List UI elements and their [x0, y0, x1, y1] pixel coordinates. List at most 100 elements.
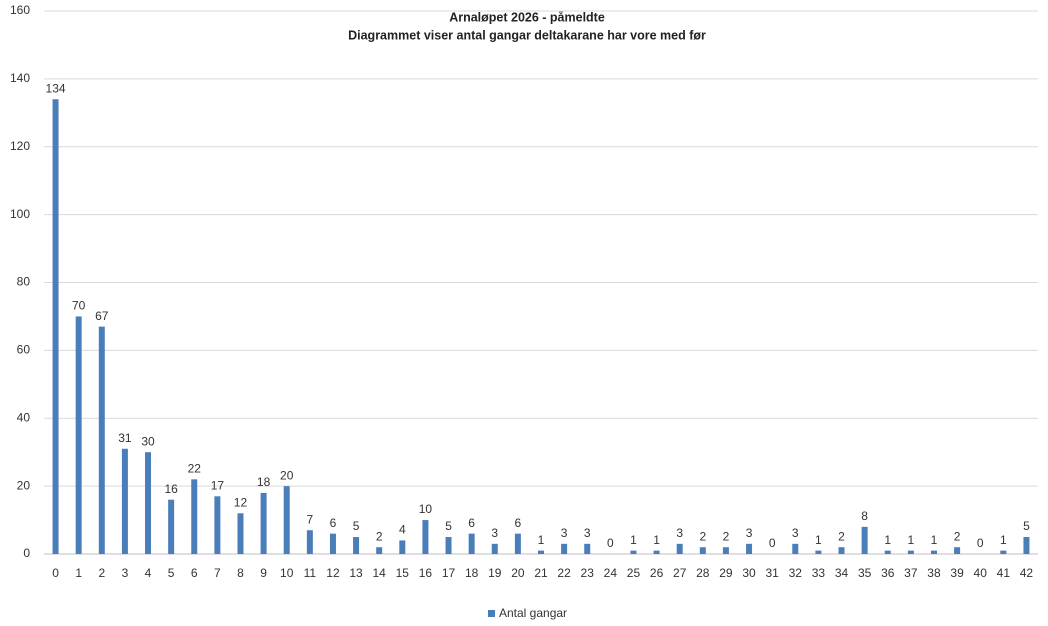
data-label: 3: [792, 526, 799, 540]
x-tick-label: 15: [396, 566, 410, 580]
data-label: 67: [95, 309, 109, 323]
data-label: 1: [630, 533, 637, 547]
bar: [1023, 537, 1030, 554]
x-tick-label: 36: [881, 566, 895, 580]
bar: [422, 520, 429, 554]
data-label: 0: [769, 536, 776, 550]
y-tick-label: 160: [10, 3, 30, 17]
data-label: 2: [838, 529, 845, 543]
data-label: 0: [977, 536, 984, 550]
data-label: 22: [188, 462, 202, 476]
legend-label: Antal gangar: [499, 606, 567, 620]
x-tick-label: 38: [927, 566, 941, 580]
x-tick-label: 25: [627, 566, 641, 580]
x-tick-label: 14: [373, 566, 387, 580]
x-tick-label: 12: [326, 566, 340, 580]
x-tick-label: 41: [997, 566, 1011, 580]
data-label: 16: [164, 482, 178, 496]
legend-swatch: [488, 610, 495, 617]
x-tick-label: 21: [534, 566, 548, 580]
bar: [237, 513, 244, 554]
x-tick-label: 42: [1020, 566, 1034, 580]
bar: [376, 547, 383, 554]
bar: [306, 530, 313, 554]
x-tick-label: 31: [765, 566, 779, 580]
data-label: 30: [141, 434, 155, 448]
x-tick-label: 20: [511, 566, 525, 580]
x-tick-label: 5: [168, 566, 175, 580]
data-label: 18: [257, 475, 271, 489]
data-label: 1: [653, 533, 660, 547]
bar: [98, 326, 105, 554]
x-tick-label: 22: [557, 566, 571, 580]
y-tick-label: 60: [17, 343, 31, 357]
y-tick-label: 20: [17, 478, 31, 492]
bar: [121, 448, 128, 554]
bar: [907, 550, 914, 554]
bar: [653, 550, 660, 554]
x-tick-label: 34: [835, 566, 849, 580]
bar: [954, 547, 961, 554]
x-tick-label: 35: [858, 566, 872, 580]
bar: [792, 543, 799, 554]
chart-subtitle: Diagrammet viser antal gangar deltakaran…: [348, 28, 706, 42]
data-label: 70: [72, 299, 86, 313]
bar: [329, 533, 336, 554]
bar: [514, 533, 521, 554]
x-tick-label: 9: [260, 566, 267, 580]
data-label: 1: [931, 533, 938, 547]
data-label: 3: [491, 526, 498, 540]
data-label: 4: [399, 523, 406, 537]
y-tick-label: 0: [23, 546, 30, 560]
bar: [1000, 550, 1007, 554]
bar: [838, 547, 845, 554]
x-tick-label: 40: [974, 566, 988, 580]
x-tick-label: 2: [98, 566, 105, 580]
bar: [630, 550, 637, 554]
data-label: 3: [746, 526, 753, 540]
chart-title: Arnaløpet 2026 - påmeldte: [449, 10, 605, 24]
data-label: 3: [561, 526, 568, 540]
x-tick-label: 24: [604, 566, 618, 580]
bar: [445, 537, 452, 554]
x-tick-label: 16: [419, 566, 433, 580]
bar: [676, 543, 683, 554]
data-label: 20: [280, 468, 294, 482]
x-tick-label: 28: [696, 566, 710, 580]
bar: [353, 537, 360, 554]
x-tick-label: 39: [950, 566, 964, 580]
data-label: 1: [908, 533, 915, 547]
bar: [930, 550, 937, 554]
bar: [399, 540, 406, 554]
data-label: 5: [1023, 519, 1030, 533]
y-tick-label: 80: [17, 275, 31, 289]
bar: [52, 99, 59, 555]
x-tick-label: 23: [581, 566, 595, 580]
x-tick-label: 33: [812, 566, 826, 580]
data-label: 1: [538, 533, 545, 547]
x-tick-label: 32: [789, 566, 803, 580]
x-tick-label: 7: [214, 566, 221, 580]
data-label: 10: [419, 502, 433, 516]
x-tick-label: 18: [465, 566, 479, 580]
bar: [884, 550, 891, 554]
bar: [191, 479, 198, 554]
x-tick-label: 26: [650, 566, 664, 580]
x-tick-label: 30: [742, 566, 756, 580]
bar: [746, 543, 753, 554]
x-tick-label: 13: [349, 566, 363, 580]
data-label: 2: [954, 529, 961, 543]
bar: [538, 550, 544, 554]
data-label: 8: [861, 509, 868, 523]
data-label: 5: [353, 519, 360, 533]
y-tick-label: 120: [10, 139, 30, 153]
x-tick-label: 19: [488, 566, 502, 580]
data-label: 134: [46, 81, 66, 95]
bar: [561, 543, 568, 554]
y-tick-label: 40: [17, 410, 31, 424]
bar: [283, 486, 290, 554]
x-tick-label: 0: [52, 566, 59, 580]
x-tick-label: 3: [122, 566, 129, 580]
y-tick-label: 140: [10, 71, 30, 85]
